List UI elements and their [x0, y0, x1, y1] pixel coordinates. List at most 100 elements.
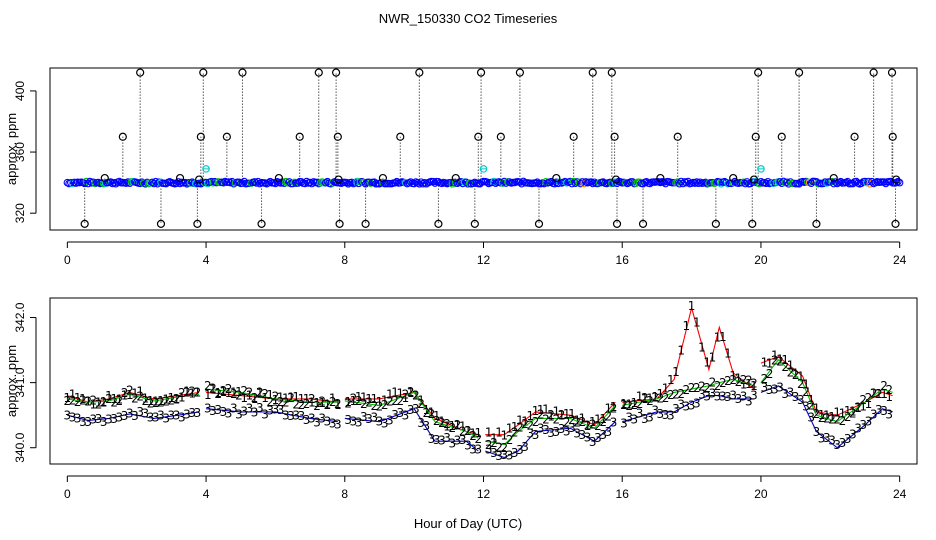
- series-marker-1: 1: [194, 386, 202, 400]
- series-marker-2: 2: [553, 412, 561, 426]
- series-marker-2: 2: [823, 411, 831, 425]
- series-marker-1: 1: [885, 390, 893, 404]
- series-line-2: [485, 405, 616, 446]
- series-marker-1: 1: [225, 386, 233, 400]
- series-line-1: [485, 401, 616, 436]
- series-marker-3: 3: [454, 433, 462, 447]
- series-marker-2: 2: [724, 374, 732, 388]
- series-marker-3: 3: [147, 411, 155, 425]
- series-marker-3: 3: [693, 397, 701, 411]
- baseline-marker: [143, 178, 151, 187]
- series-marker-3: 3: [490, 446, 498, 460]
- spike-marker: [850, 132, 859, 141]
- series-marker-2: 2: [526, 419, 534, 433]
- series-marker-3: 3: [865, 414, 873, 428]
- series-marker-2: 2: [251, 391, 259, 405]
- series-marker-1: 1: [152, 394, 160, 408]
- series-line-2: [344, 391, 479, 439]
- series-marker-2: 2: [703, 381, 711, 395]
- series-marker-1: 1: [865, 397, 873, 411]
- series-marker-1: 1: [355, 390, 363, 404]
- series-marker-3: 3: [417, 416, 425, 430]
- series-marker-3: 3: [313, 415, 321, 429]
- series-marker-2: 2: [781, 360, 789, 374]
- series-marker-3: 3: [589, 435, 597, 449]
- series-marker-1: 1: [162, 393, 170, 407]
- series-marker-3: 3: [641, 412, 649, 426]
- series-marker-1: 1: [318, 396, 326, 410]
- series-marker-2: 2: [761, 372, 769, 386]
- baseline-marker: [533, 178, 542, 186]
- series-marker-2: 2: [709, 375, 717, 389]
- series-marker-2: 2: [677, 387, 685, 401]
- series-marker-2: 2: [657, 391, 665, 405]
- spike-marker: [257, 219, 266, 228]
- series-marker-1: 1: [136, 384, 144, 398]
- series-marker-3: 3: [324, 415, 332, 429]
- series-marker-1: 1: [776, 352, 784, 366]
- series-marker-2: 2: [147, 396, 155, 410]
- baseline-marker: [783, 178, 791, 186]
- series-marker-3: 3: [116, 410, 124, 424]
- series-marker-2: 2: [605, 409, 613, 423]
- baseline-marker: [569, 177, 578, 186]
- series-marker-1: 1: [651, 390, 659, 404]
- cyan-marker: [202, 165, 210, 173]
- bottom-x-tick-label: 16: [616, 487, 630, 501]
- series-marker-1: 1: [526, 409, 534, 423]
- series-marker-1: 1: [365, 392, 373, 406]
- series-marker-2: 2: [266, 395, 274, 409]
- spike-marker: [196, 132, 205, 141]
- series-marker-1: 1: [521, 415, 529, 429]
- baseline-marker: [406, 178, 415, 186]
- series-marker-3: 3: [230, 401, 238, 415]
- series-marker-2: 2: [875, 387, 883, 401]
- baseline-marker: [344, 180, 352, 188]
- baseline-marker: [684, 177, 692, 186]
- series-marker-1: 1: [797, 370, 805, 384]
- series-marker-3: 3: [90, 413, 98, 427]
- series-marker-1: 1: [287, 390, 295, 404]
- baseline-marker: [342, 178, 351, 187]
- series-marker-1: 1: [402, 391, 410, 405]
- series-marker-3: 3: [500, 448, 508, 462]
- spike-marker: [396, 132, 405, 141]
- baseline-marker: [739, 178, 748, 187]
- series-marker-1: 1: [828, 410, 836, 424]
- series-marker-2: 2: [833, 412, 841, 426]
- series-marker-3: 3: [761, 380, 769, 394]
- series-marker-3: 3: [308, 411, 316, 425]
- series-marker-2: 2: [344, 397, 352, 411]
- series-marker-2: 2: [209, 381, 217, 395]
- baseline-marker: [138, 178, 146, 186]
- series-marker-1: 1: [464, 424, 472, 438]
- series-marker-2: 2: [584, 418, 592, 432]
- series-marker-2: 2: [776, 355, 784, 369]
- series-marker-1: 1: [594, 412, 602, 426]
- series-marker-3: 3: [365, 412, 373, 426]
- spike-marker: [474, 132, 483, 141]
- series-marker-3: 3: [225, 407, 233, 421]
- spike-marker: [361, 219, 370, 228]
- baseline-marker: [519, 177, 528, 186]
- series-marker-1: 1: [360, 391, 368, 405]
- series-marker-2: 2: [693, 381, 701, 395]
- series-marker-1: 1: [683, 319, 691, 333]
- baseline-marker: [483, 178, 491, 186]
- series-marker-1: 1: [105, 389, 113, 403]
- baseline-marker: [419, 180, 427, 188]
- baseline-marker: [457, 178, 465, 186]
- baseline-marker: [183, 180, 191, 188]
- series-marker-2: 2: [745, 373, 753, 387]
- series-marker-3: 3: [683, 399, 691, 413]
- series-line-1: [760, 355, 893, 416]
- series-marker-2: 2: [194, 386, 202, 400]
- series-marker-1: 1: [563, 407, 571, 421]
- baseline-marker: [294, 179, 302, 187]
- series-line-3: [344, 408, 479, 452]
- baseline-marker: [379, 178, 387, 187]
- series-marker-1: 1: [787, 359, 795, 373]
- series-marker-1: 1: [880, 387, 888, 401]
- series-marker-1: 1: [854, 401, 862, 415]
- series-marker-1: 1: [667, 373, 675, 387]
